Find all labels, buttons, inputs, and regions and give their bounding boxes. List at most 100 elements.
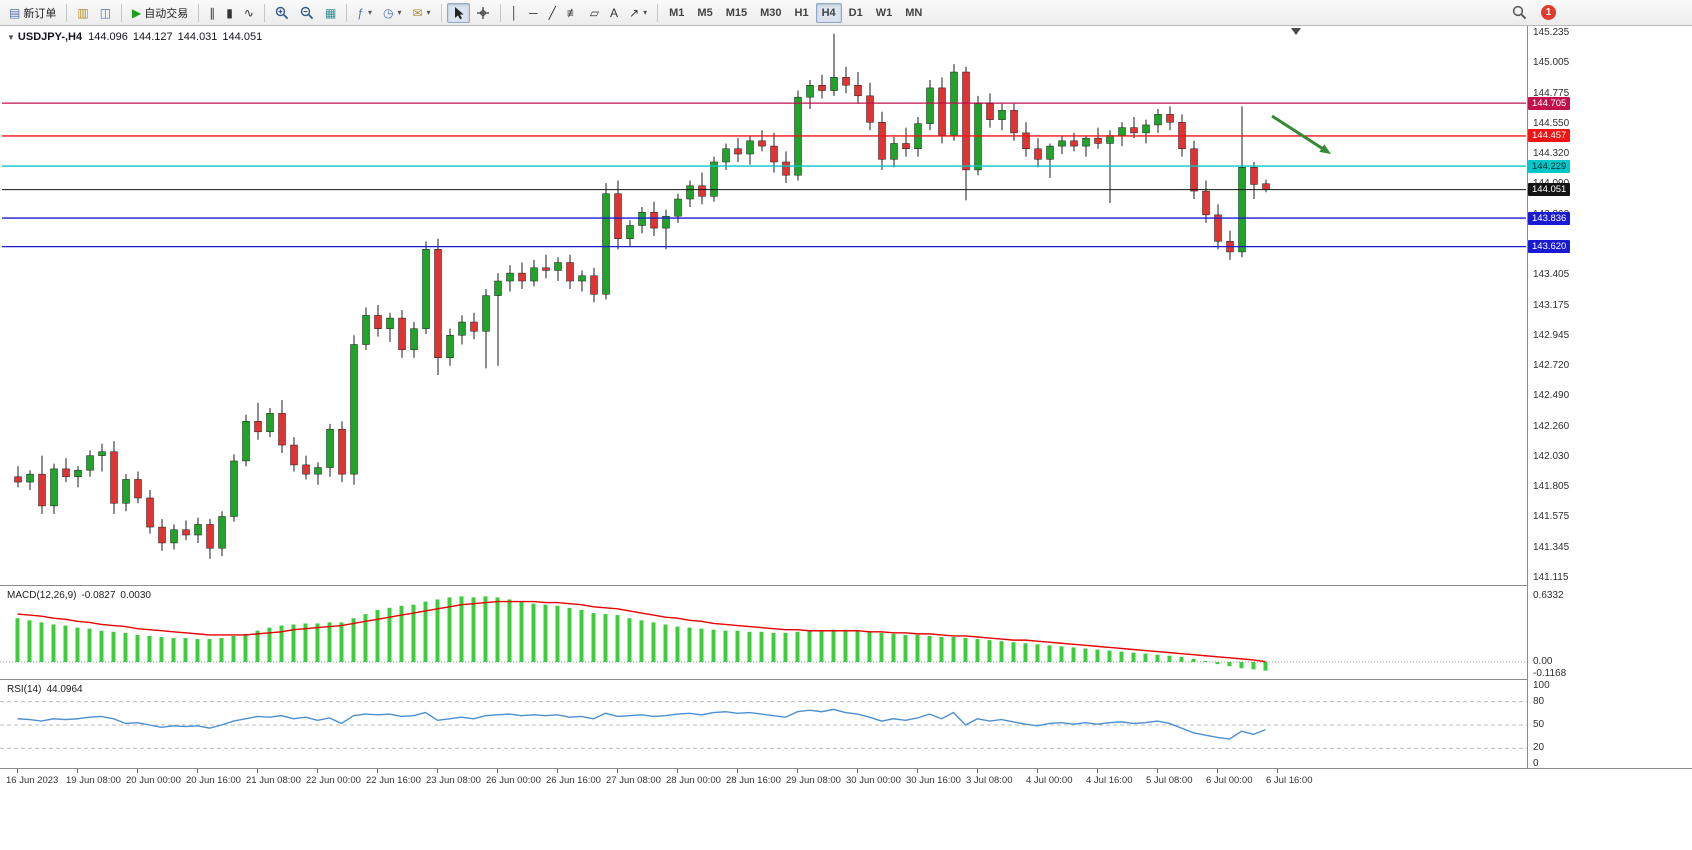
candle (338, 421, 346, 483)
macd-bar (1263, 662, 1268, 671)
macd-bar (615, 615, 620, 662)
candle (182, 520, 190, 541)
vertical-line-icon: │ (510, 5, 519, 20)
macd-panel[interactable] (0, 587, 1527, 678)
notification-badge[interactable]: 1 (1541, 5, 1556, 20)
macd-bar (147, 635, 152, 662)
autotrading-button[interactable]: ▶ 自动交易 (127, 3, 193, 23)
macd-bar (435, 599, 440, 662)
cursor-tool-button[interactable] (446, 2, 470, 23)
chart-candles-button[interactable]: ▮ (221, 3, 238, 23)
shapes-tool-button[interactable]: ▱ (585, 3, 604, 23)
low-value: 144.031 (177, 31, 218, 43)
macd-bar (375, 609, 380, 662)
search-button[interactable] (1507, 3, 1532, 23)
zoom-in-button[interactable] (270, 3, 294, 23)
candle (386, 312, 394, 342)
periods-button[interactable]: ◷ ▾ (378, 3, 407, 23)
candle (1154, 109, 1162, 133)
time-label: 19 Jun 08:00 (66, 775, 121, 786)
macd-bar (987, 640, 992, 662)
macd-bar (1011, 642, 1016, 662)
text-tool-button[interactable]: A (605, 3, 623, 23)
indicators-button[interactable]: ƒ ▾ (352, 3, 377, 23)
toolbar-separator (440, 3, 442, 22)
toolbar-separator (499, 3, 501, 22)
macd-bar (231, 635, 236, 662)
tile-windows-button[interactable]: ▦ (320, 3, 341, 23)
timeframe-M5[interactable]: M5 (691, 3, 718, 23)
candle (746, 135, 754, 165)
panel-splitter[interactable] (0, 585, 1692, 586)
time-label: 28 Jun 00:00 (666, 775, 721, 786)
candle (530, 259, 538, 287)
price-scale-label: 141.345 (1533, 541, 1570, 553)
macd-bar (687, 627, 692, 662)
candle (1082, 135, 1090, 157)
panel-splitter[interactable] (0, 679, 1692, 680)
navigator-button[interactable]: ◫ (95, 3, 116, 23)
price-tag-144.457: 144.457 (1528, 129, 1571, 143)
macd-bar (507, 599, 512, 662)
timeframe-MN[interactable]: MN (899, 3, 928, 23)
macd-bar (255, 630, 260, 662)
timeframe-M15[interactable]: M15 (720, 3, 753, 23)
trendline-icon: ╱ (548, 5, 556, 20)
chart-collapse-icon[interactable]: ▼ (7, 33, 15, 42)
trendline-tool-button[interactable]: ╱ (544, 3, 561, 23)
macd-bar (459, 596, 464, 662)
new-order-icon: ▤ (9, 5, 21, 20)
price-scale-label: 141.575 (1533, 511, 1570, 523)
price-scale-label: 141.805 (1533, 480, 1570, 492)
rsi-panel[interactable] (0, 681, 1527, 767)
autotrading-icon: ▶ (132, 5, 142, 20)
candle (938, 77, 946, 144)
candle (566, 254, 574, 289)
chart-line-button[interactable]: ∿ (239, 3, 259, 23)
timeframe-H4[interactable]: H4 (815, 2, 842, 23)
chevron-down-icon: ▾ (426, 8, 431, 17)
macd-bar (339, 622, 344, 662)
chevron-down-icon: ▾ (397, 8, 402, 17)
time-tick (1277, 769, 1278, 773)
macd-bar (1119, 651, 1124, 662)
fibonacci-tool-button[interactable]: ≢ (562, 3, 584, 23)
timeframe-H1[interactable]: H1 (789, 3, 815, 23)
price-scale-label: 144.775 (1533, 87, 1570, 99)
chart-bars-button[interactable]: ∥ (204, 3, 220, 23)
price-scale-axis[interactable]: 145.235 145.005 144.775 144.550 144.320 144.0… (1527, 26, 1692, 769)
timeframe-D1[interactable]: D1 (843, 3, 869, 23)
templates-button[interactable]: ✉ ▾ (407, 3, 435, 23)
timeframe-W1[interactable]: W1 (870, 3, 899, 23)
time-tick (257, 769, 258, 773)
arrow-annotation[interactable] (1271, 114, 1331, 154)
candle (278, 400, 286, 453)
timeframe-M30[interactable]: M30 (754, 3, 787, 23)
chart-shift-marker[interactable] (1291, 28, 1301, 35)
vertical-line-tool-button[interactable]: │ (506, 3, 524, 23)
zoom-out-button[interactable] (295, 3, 319, 23)
market-watch-button[interactable]: ▥ (72, 3, 93, 23)
timeframe-M1[interactable]: M1 (663, 3, 690, 23)
time-tick (1157, 769, 1158, 773)
price-chart[interactable] (0, 26, 1527, 584)
time-tick (377, 769, 378, 773)
rsi-scale-label: 100 (1533, 680, 1550, 691)
macd-bar (939, 636, 944, 662)
time-scale-axis[interactable]: 16 Jun 2023 19 Jun 08:00 20 Jun 00:00 20 Ju… (0, 768, 1692, 791)
new-order-button[interactable]: ▤ 新订单 (4, 3, 61, 23)
horizontal-line-tool-button[interactable]: ─ (524, 3, 543, 23)
macd-bar (75, 627, 80, 662)
search-icon (1512, 5, 1527, 20)
candle (806, 79, 814, 110)
macd-bar (951, 636, 956, 662)
rsi-scale-label: 50 (1533, 719, 1545, 730)
arrows-tool-button[interactable]: ↗ ▾ (624, 3, 652, 23)
macd-name: MACD(12,26,9) (7, 590, 77, 601)
toolbar-separator (263, 3, 265, 22)
price-tag-143.836: 143.836 (1528, 211, 1571, 225)
price-scale-label: 141.115 (1533, 572, 1569, 583)
candle (398, 310, 406, 358)
crosshair-tool-button[interactable] (471, 3, 495, 23)
time-tick (1097, 769, 1098, 773)
